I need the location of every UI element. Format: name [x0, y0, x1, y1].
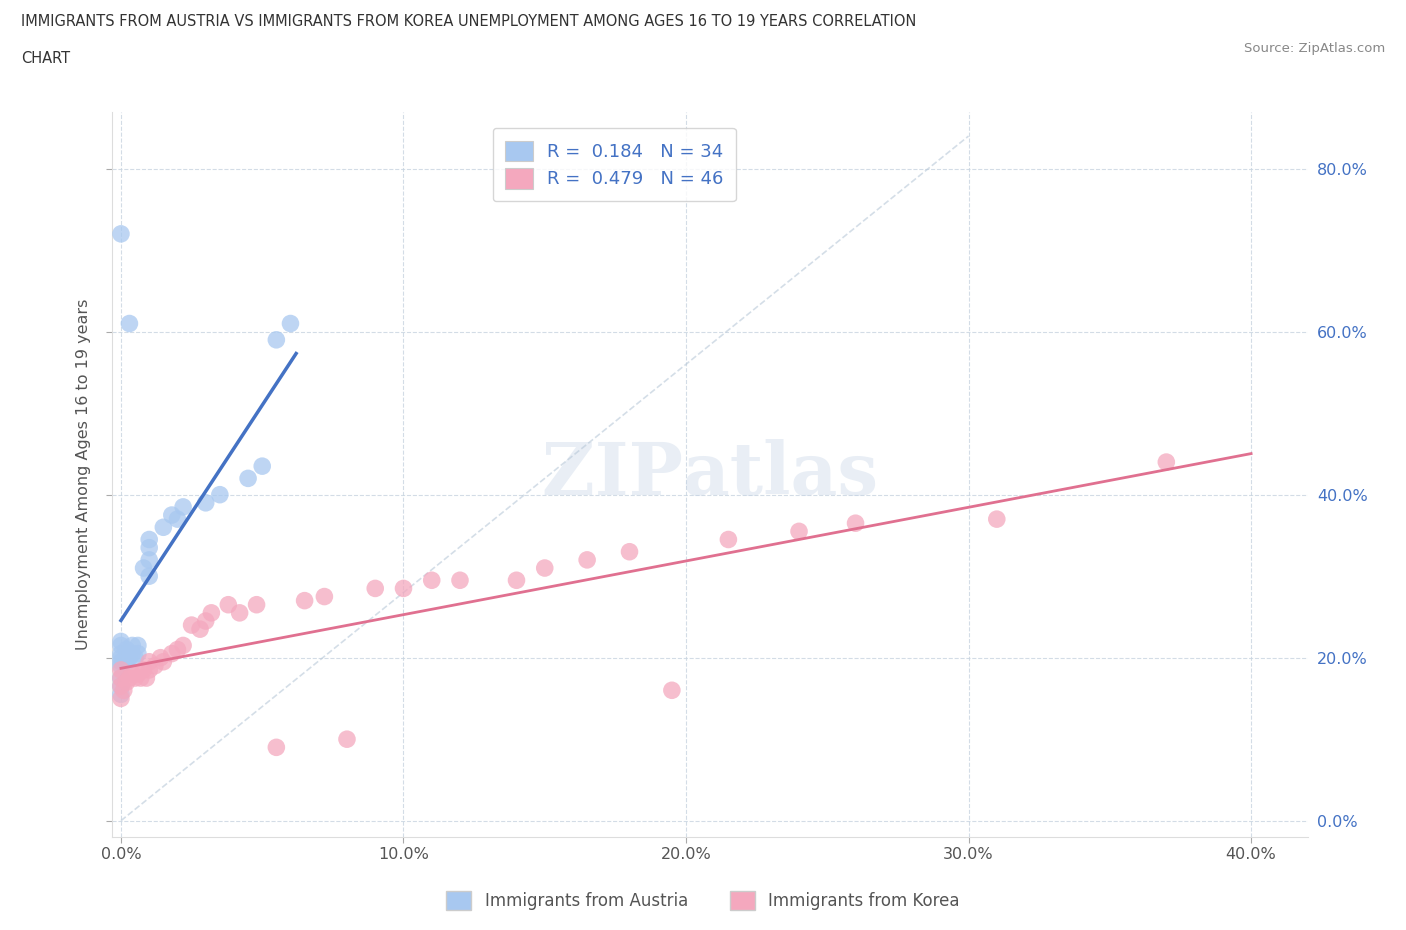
Point [110, 646, 132, 661]
Point [188, 622, 211, 637]
Point [252, 458, 274, 473]
Point [364, 581, 387, 596]
Point [160, 508, 183, 523]
Point [787, 524, 810, 538]
Text: CHART: CHART [21, 51, 70, 66]
Point [661, 683, 683, 698]
Point [208, 487, 231, 502]
Point [110, 679, 132, 694]
Point [172, 499, 194, 514]
Point [166, 642, 188, 657]
Point [576, 552, 599, 567]
Point [127, 646, 149, 661]
Point [180, 618, 202, 632]
Point [149, 650, 172, 665]
Point [118, 316, 141, 331]
Point [245, 597, 267, 612]
Point [110, 650, 132, 665]
Point [110, 634, 132, 649]
Point [986, 512, 1008, 526]
Point [115, 642, 138, 657]
Point [143, 658, 166, 673]
Point [124, 650, 146, 665]
Y-axis label: Unemployment Among Ages 16 to 19 years: Unemployment Among Ages 16 to 19 years [76, 299, 91, 650]
Text: IMMIGRANTS FROM AUSTRIA VS IMMIGRANTS FROM KOREA UNEMPLOYMENT AMONG AGES 16 TO 1: IMMIGRANTS FROM AUSTRIA VS IMMIGRANTS FR… [21, 14, 917, 29]
Point [129, 671, 152, 685]
Point [505, 573, 527, 588]
Point [138, 552, 160, 567]
Legend: R =  0.184   N = 34, R =  0.479   N = 46: R = 0.184 N = 34, R = 0.479 N = 46 [494, 128, 735, 201]
Point [314, 589, 336, 604]
Point [110, 662, 132, 677]
Point [280, 316, 302, 331]
Point [392, 581, 415, 596]
Point [110, 687, 132, 702]
Point [217, 597, 239, 612]
Point [115, 655, 138, 670]
Point [152, 520, 174, 535]
Point [294, 593, 316, 608]
Point [110, 671, 132, 685]
Point [266, 740, 288, 755]
Point [138, 569, 160, 584]
Point [110, 638, 132, 653]
Point [336, 732, 359, 747]
Text: ZIP​atlas: ZIP​atlas [541, 439, 879, 510]
Point [135, 671, 157, 685]
Point [619, 544, 641, 559]
Point [127, 638, 149, 653]
Point [194, 496, 217, 511]
Point [118, 650, 141, 665]
Point [132, 561, 155, 576]
Point [115, 674, 138, 689]
Point [449, 573, 471, 588]
Point [118, 671, 141, 685]
Point [138, 532, 160, 547]
Point [172, 638, 194, 653]
Point [127, 667, 149, 682]
Text: Source: ZipAtlas.com: Source: ZipAtlas.com [1244, 42, 1385, 55]
Point [124, 671, 146, 685]
Point [844, 516, 866, 531]
Point [152, 655, 174, 670]
Point [717, 532, 740, 547]
Point [166, 512, 188, 526]
Point [132, 662, 155, 677]
Point [110, 226, 132, 241]
Point [200, 605, 222, 620]
Point [228, 605, 250, 620]
Point [138, 655, 160, 670]
Point [112, 683, 135, 698]
Point [138, 540, 160, 555]
Point [110, 691, 132, 706]
Point [160, 646, 183, 661]
Point [1156, 455, 1178, 470]
Point [121, 646, 143, 661]
Point [121, 667, 143, 682]
Point [194, 614, 217, 629]
Point [138, 662, 160, 677]
Point [533, 561, 555, 576]
Point [121, 638, 143, 653]
Point [420, 573, 443, 588]
Point [110, 679, 132, 694]
Point [110, 655, 132, 670]
Point [266, 332, 288, 347]
Point [110, 658, 132, 673]
Legend: Immigrants from Austria, Immigrants from Korea: Immigrants from Austria, Immigrants from… [440, 884, 966, 917]
Point [236, 471, 259, 485]
Point [110, 671, 132, 685]
